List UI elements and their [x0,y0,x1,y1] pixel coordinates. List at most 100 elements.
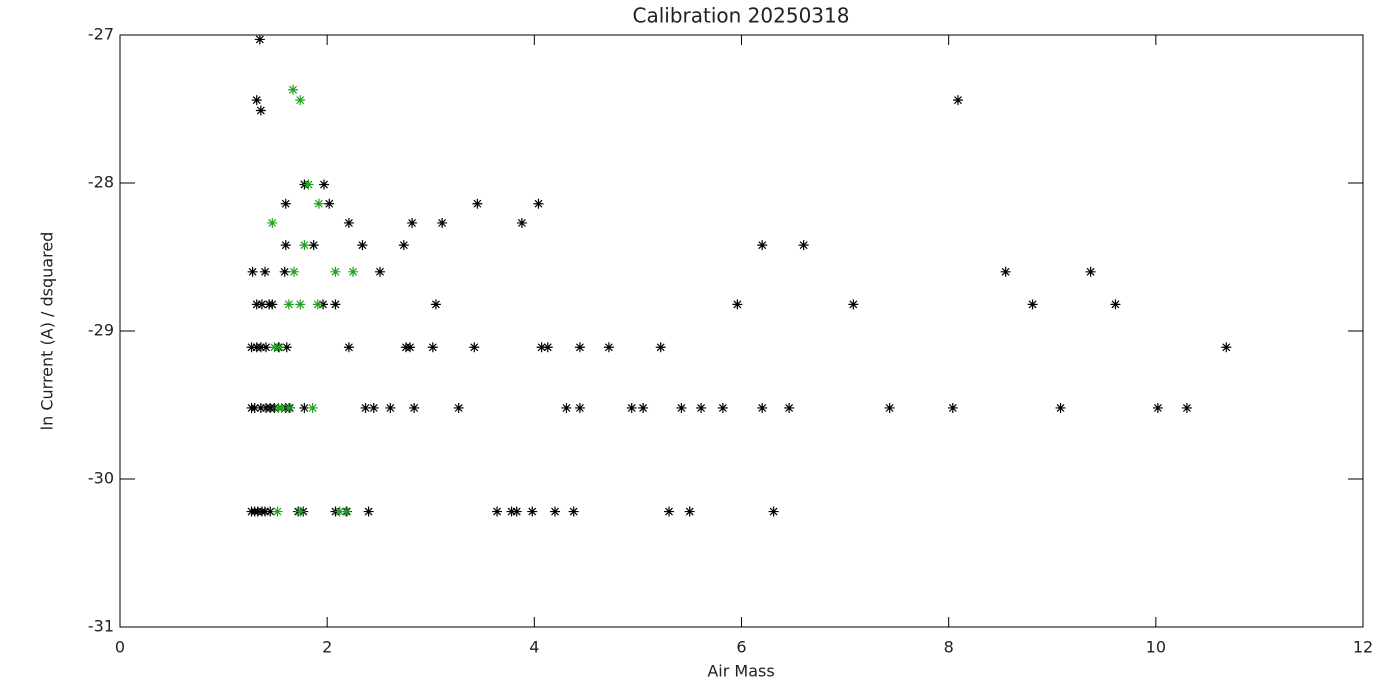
chart-title: Calibration 20250318 [633,4,850,28]
point [299,402,310,413]
point [265,506,276,517]
y-tick-label: -28 [88,173,114,192]
point [274,342,285,353]
point [626,402,637,413]
point [550,506,561,517]
point [527,506,538,517]
point [405,342,416,353]
point [1027,299,1038,310]
point [374,266,385,277]
point [272,506,283,517]
point [357,240,368,251]
point [360,402,371,413]
point [437,217,448,228]
point [261,342,272,353]
point [307,402,318,413]
point [655,342,666,353]
point [280,198,291,209]
point [303,179,314,190]
point [784,402,795,413]
point [574,402,585,413]
point [1110,299,1121,310]
point [363,506,374,517]
point [472,198,483,209]
point [684,506,695,517]
point [1221,342,1232,353]
point [1181,402,1192,413]
y-tick-label: -31 [88,617,114,636]
point [246,342,257,353]
point [1152,402,1163,413]
x-tick-label: 10 [1146,638,1166,657]
point [398,240,409,251]
point [516,217,527,228]
point [255,105,266,116]
point [249,402,260,413]
point [267,299,278,310]
point [330,299,341,310]
x-tick-label: 12 [1353,638,1373,657]
point [318,299,329,310]
point [251,299,262,310]
point [279,266,290,277]
x-tick-label: 0 [115,638,125,657]
point [676,402,687,413]
point [247,266,258,277]
point [295,95,306,106]
point [1000,266,1011,277]
point [308,240,319,251]
point [1055,402,1066,413]
point [313,198,324,209]
point [952,95,963,106]
x-tick-label: 6 [736,638,746,657]
point [343,342,354,353]
point [319,179,330,190]
point [638,402,649,413]
point [368,402,379,413]
point [276,402,287,413]
point [848,299,859,310]
point [768,506,779,517]
point [348,266,359,277]
point [717,402,728,413]
point [409,402,420,413]
point [256,299,267,310]
point [299,240,310,251]
x-axis-label: Air Mass [707,662,774,681]
point [407,217,418,228]
point [260,506,271,517]
point [427,342,438,353]
point [533,198,544,209]
point [884,402,895,413]
point [603,342,614,353]
point [536,342,547,353]
point [295,299,306,310]
point [385,402,396,413]
point [732,299,743,310]
point [267,217,278,228]
y-axis-label: ln Current (A) / dsquared [38,232,57,431]
point [542,342,553,353]
point [696,402,707,413]
x-tick-label: 4 [529,638,539,657]
point [260,266,271,277]
point [453,402,464,413]
point [334,506,345,517]
point [283,299,294,310]
point [492,506,503,517]
y-tick-label: -30 [88,469,114,488]
point [251,95,262,106]
point [430,299,441,310]
point [506,506,517,517]
point [568,506,579,517]
point [324,198,335,209]
x-tick-label: 8 [944,638,954,657]
point [283,402,294,413]
point [757,402,768,413]
point [330,266,341,277]
point [798,240,809,251]
point [663,506,674,517]
point [269,342,280,353]
